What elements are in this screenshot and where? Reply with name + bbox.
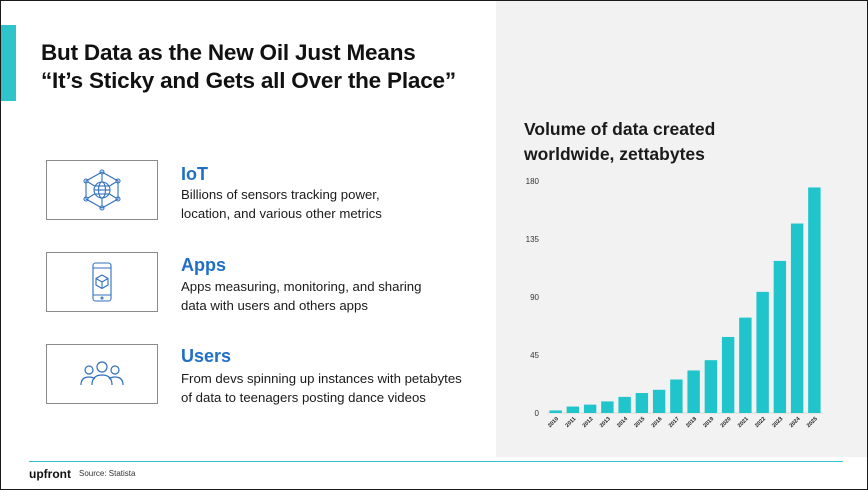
chart-title-line1: Volume of data created — [524, 119, 716, 139]
x-tick-label: 2019 — [702, 416, 715, 429]
x-tick-label: 2011 — [565, 416, 578, 429]
bar — [601, 401, 614, 413]
bar — [756, 291, 769, 413]
feature-title-iot: IoT — [181, 164, 208, 184]
x-tick-label: 2018 — [685, 416, 698, 429]
x-tick-label: 2021 — [737, 416, 750, 429]
feature-desc-apps: Apps measuring, monitoring, and sharing … — [181, 277, 491, 315]
bar — [721, 336, 735, 413]
chart-title-line2: worldwide, zettabytes — [524, 144, 705, 164]
footer-divider — [29, 461, 843, 462]
chart-title: Volume of data created worldwide, zettab… — [524, 117, 854, 167]
feature-desc-iot: Billions of sensors tracking power, loca… — [181, 185, 491, 223]
bar — [583, 404, 597, 413]
bar — [652, 389, 666, 413]
x-tick-label: 2024 — [789, 416, 803, 430]
x-tick-label: 2023 — [771, 416, 784, 429]
x-tick-label: 2012 — [582, 416, 595, 429]
x-tick-label: 2022 — [754, 416, 767, 429]
bar — [739, 317, 752, 413]
y-tick-label: 135 — [526, 235, 540, 244]
y-tick-label: 180 — [526, 177, 540, 186]
bar — [773, 260, 787, 413]
feature-desc-line: Apps measuring, monitoring, and sharing — [181, 279, 422, 294]
brand-logo: upfront — [29, 467, 71, 481]
users-group-icon — [80, 361, 124, 386]
feature-desc-line: Billions of sensors tracking power, — [181, 187, 380, 202]
y-tick-label: 90 — [530, 293, 539, 302]
feature-title-users: Users — [181, 346, 232, 366]
bar — [808, 187, 821, 413]
y-tick-label: 0 — [535, 409, 540, 418]
network-globe-icon — [83, 169, 121, 211]
x-tick-label: 2015 — [633, 416, 646, 429]
bar — [704, 360, 718, 413]
bar — [566, 406, 580, 413]
x-tick-label: 2017 — [668, 416, 681, 429]
x-tick-label: 2016 — [651, 416, 664, 429]
x-tick-label: 2020 — [720, 416, 733, 429]
feature-title-apps: Apps — [181, 255, 226, 275]
bar — [618, 396, 631, 413]
feature-desc-line: data with users and others apps — [181, 298, 368, 313]
slide-title-line1: But Data as the New Oil Just Means — [41, 40, 416, 65]
slide-title-line2: “It’s Sticky and Gets all Over the Place… — [41, 68, 456, 93]
y-tick-label: 45 — [530, 351, 539, 360]
x-tick-label: 2025 — [806, 416, 819, 429]
slide-title: But Data as the New Oil Just Means “It’s… — [41, 39, 501, 95]
apps-icon-card — [46, 252, 158, 312]
feature-desc-line: location, and various other metrics — [181, 206, 382, 221]
x-tick-label: 2014 — [616, 416, 630, 430]
source-note: Source: Statista — [79, 469, 136, 478]
bar — [635, 393, 649, 413]
bar — [549, 410, 562, 413]
bar — [687, 370, 700, 413]
feature-desc-line: of data to teenagers posting dance video… — [181, 390, 426, 405]
bar-chart: 0 45 90 135 180 2010 2011 2012 2013 2014 2015 2016 2… — [526, 177, 823, 430]
bar — [790, 223, 804, 413]
iot-icon-card — [46, 160, 158, 220]
users-icon-card — [46, 344, 158, 404]
accent-bar — [1, 25, 16, 101]
x-tick-label: 2010 — [547, 416, 560, 429]
feature-desc-line: From devs spinning up instances with pet… — [181, 371, 462, 386]
x-tick-label: 2013 — [599, 416, 612, 429]
bar — [670, 379, 683, 413]
phone-app-icon — [92, 262, 112, 302]
feature-desc-users: From devs spinning up instances with pet… — [181, 369, 491, 407]
